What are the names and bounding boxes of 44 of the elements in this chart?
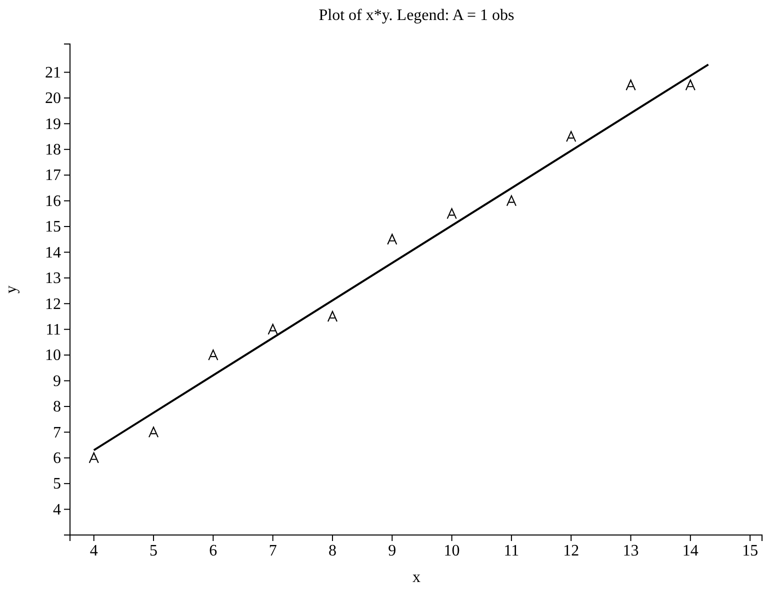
chart-title: Plot of x*y. Legend: A = 1 obs: [318, 7, 514, 24]
y-tick-label: 8: [53, 398, 61, 416]
x-tick-label: 12: [563, 542, 580, 560]
y-tick-label: 7: [53, 424, 61, 442]
x-tick-label: 13: [622, 542, 639, 560]
y-tick-label: 19: [45, 116, 61, 133]
x-tick-label: 8: [328, 542, 336, 560]
x-axis-title: x: [412, 569, 420, 586]
x-tick-label: 15: [742, 542, 758, 560]
y-tick-label: 5: [53, 476, 61, 493]
y-tick-label: 6: [53, 450, 61, 467]
y-tick-label: 20: [45, 90, 61, 108]
point: [506, 195, 516, 206]
x-tick-label: 5: [150, 542, 158, 560]
x-tick-label: 6: [209, 542, 218, 560]
y-tick-label: 13: [45, 270, 61, 288]
y-tick-label: 10: [45, 347, 61, 364]
y-tick-label: 11: [46, 321, 61, 338]
x-tick-label: 4: [90, 542, 98, 560]
x-tick-label: 7: [268, 542, 277, 560]
point: [566, 130, 576, 142]
point: [208, 350, 218, 361]
y-tick-label: 14: [45, 244, 61, 262]
y-tick-label: 9: [53, 372, 61, 390]
x-tick-label: 9: [388, 542, 396, 560]
point: [685, 80, 696, 91]
x-tick-label: 11: [504, 542, 520, 560]
point: [387, 234, 398, 245]
point: [446, 208, 457, 220]
y-tick-label: 18: [45, 142, 61, 159]
point: [268, 324, 278, 335]
y-tick-label: 15: [45, 218, 61, 236]
point: [88, 452, 99, 464]
x-tick-label: 14: [682, 542, 698, 560]
y-tick-label: 21: [45, 64, 61, 82]
y-tick-label: 16: [45, 192, 61, 210]
point: [327, 310, 338, 322]
y-tick-label: 17: [45, 167, 61, 184]
y-axis-title: y: [3, 286, 20, 294]
y-tick-label: 12: [45, 296, 61, 313]
x-tick-label: 10: [444, 542, 460, 560]
y-tick-label: 4: [53, 501, 61, 518]
point: [626, 80, 636, 91]
point: [148, 426, 159, 438]
